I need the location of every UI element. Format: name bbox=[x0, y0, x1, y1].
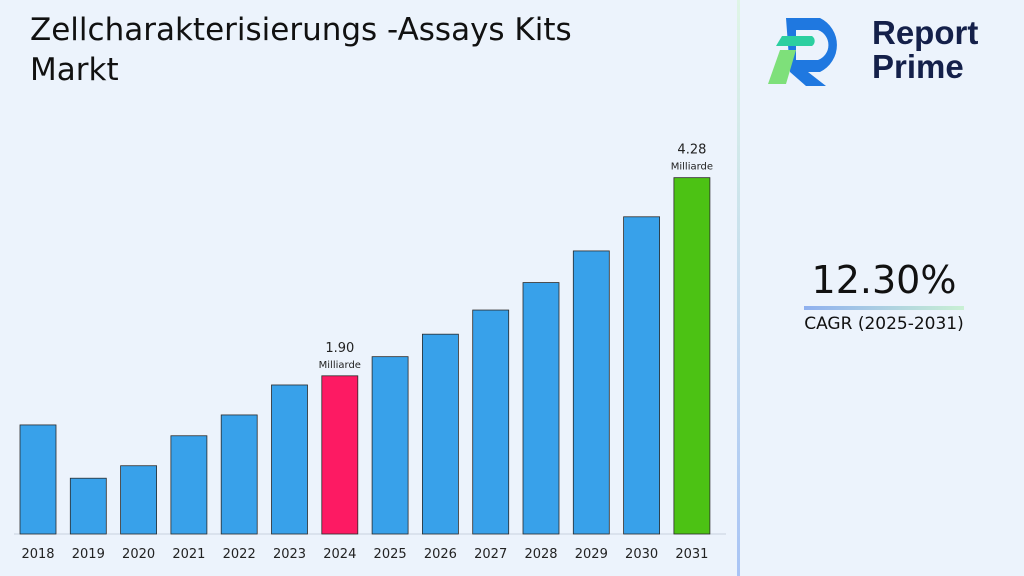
logo-mark-icon bbox=[768, 18, 837, 86]
x-tick-label: 2024 bbox=[323, 547, 356, 562]
bar-2023 bbox=[271, 384, 308, 535]
cagr-label: CAGR (2025-2031) bbox=[804, 314, 964, 334]
bar-2025 bbox=[371, 356, 409, 535]
page-title: Zellcharakterisierungs -Assays Kits Mark… bbox=[30, 12, 572, 88]
divider bbox=[737, 0, 740, 576]
x-tick-label: 2019 bbox=[72, 547, 105, 562]
x-tick-label: 2029 bbox=[575, 547, 608, 562]
logo-text: Report Prime bbox=[872, 14, 979, 85]
bar-2030 bbox=[623, 216, 660, 535]
cagr-underline bbox=[804, 306, 964, 310]
bar-chart: 2018 2019 2020 2021 2022 2023 2024 1.90 Milliard… bbox=[14, 143, 726, 562]
x-tick-label: 2030 bbox=[625, 547, 658, 562]
report-prime-logo: Report Prime bbox=[768, 16, 1008, 88]
data-label-value: 1.90 bbox=[325, 341, 354, 356]
data-label-unit: Milliarde bbox=[671, 162, 713, 173]
x-tick-label: 2021 bbox=[172, 547, 205, 562]
bar-2022 bbox=[220, 414, 258, 535]
bar-2026 bbox=[421, 333, 459, 535]
cagr-panel: 12.30% CAGR (2025-2031) bbox=[780, 258, 988, 334]
bar-2029 bbox=[572, 250, 610, 535]
cagr-value: 12.30% bbox=[811, 258, 957, 302]
data-label-value: 4.28 bbox=[677, 143, 706, 158]
x-tick-label: 2028 bbox=[524, 547, 557, 562]
bar-2021 bbox=[170, 435, 208, 535]
data-label-unit: Milliarde bbox=[319, 360, 361, 371]
x-tick-label: 2020 bbox=[122, 547, 155, 562]
bar-2027 bbox=[472, 309, 510, 535]
bar-2024 bbox=[321, 375, 359, 535]
x-tick-label: 2027 bbox=[474, 547, 507, 562]
x-tick-label: 2022 bbox=[223, 547, 256, 562]
bar-2028 bbox=[522, 282, 560, 535]
x-tick-label: 2026 bbox=[424, 547, 457, 562]
x-tick-label: 2025 bbox=[374, 547, 407, 562]
bar-2031 bbox=[673, 177, 711, 535]
x-tick-label: 2031 bbox=[675, 547, 708, 562]
x-tick-label: 2023 bbox=[273, 547, 306, 562]
bar-2020 bbox=[120, 465, 157, 535]
bar-2018 bbox=[19, 424, 57, 535]
x-tick-label: 2018 bbox=[21, 547, 54, 562]
bar-2019 bbox=[69, 477, 107, 535]
